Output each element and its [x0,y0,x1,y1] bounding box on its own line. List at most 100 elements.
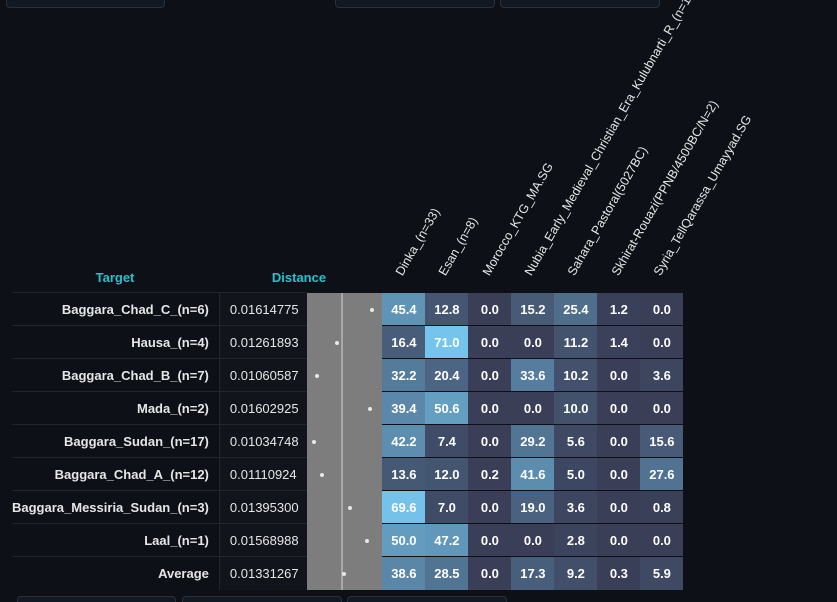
table-row: Baggara_Sudan_(n=17) 0.01034748 42.2 7.4 0.0… [12,424,684,458]
value-cell: 0.0 [597,358,641,392]
row-distance: 0.01602925 [218,391,308,425]
row-name: Laal_(n=1) [12,523,220,557]
value-cell: 2.8 [554,523,598,557]
value-cell: 38.6 [382,556,426,590]
row-distance: 0.01395300 [218,490,308,524]
column-header: Dinka_(n=33) [392,205,443,278]
row-name: Baggara_Chad_A_(n=12) [12,457,220,491]
value-cell: 12.0 [425,457,469,491]
average-line [341,490,344,524]
value-cell: 15.6 [640,424,684,458]
distance-plot-cell [307,391,383,425]
value-cell: 17.3 [511,556,555,590]
row-name: Hausa_(n=4) [12,325,220,359]
distance-header: Distance [271,270,327,285]
row-name: Average [12,556,220,590]
value-cell: 0.0 [468,424,512,458]
row-distance: 0.01331267 [218,556,308,590]
value-cell: 0.3 [597,556,641,590]
value-cell: 25.4 [554,292,598,326]
column-header: Morocco_KTG_MA.SG [479,160,556,278]
table-row: Laal_(n=1) 0.01568988 50.0 47.2 0.0 0.0 2.8 0.0… [12,523,684,557]
average-line [341,358,344,392]
value-cell: 0.0 [468,523,512,557]
value-cell: 19.0 [511,490,555,524]
value-cell: 0.0 [640,325,684,359]
bottom-button-1[interactable] [17,596,176,602]
distance-table: Baggara_Chad_C_(n=6) 0.01614775 45.4 12.8 0.… [12,292,684,590]
table-row: Mada_(n=2) 0.01602925 39.4 50.6 0.0 0.0 10.0 0.… [12,391,684,425]
value-cell: 69.6 [382,490,426,524]
top-button-3[interactable] [500,0,660,8]
value-cell: 0.0 [597,424,641,458]
value-cell: 32.2 [382,358,426,392]
table-row: Baggara_Chad_B_(n=7) 0.01060587 32.2 20.4 0.… [12,358,684,392]
row-name: Baggara_Messiria_Sudan_(n=3) [12,490,220,524]
bottom-button-3[interactable] [347,596,507,602]
value-cell: 0.0 [511,523,555,557]
value-cell: 39.4 [382,391,426,425]
value-cell: 3.6 [640,358,684,392]
row-distance: 0.01034748 [218,424,308,458]
value-cell: 0.0 [597,391,641,425]
value-cell: 33.6 [511,358,555,392]
value-cell: 71.0 [425,325,469,359]
value-cell: 7.0 [425,490,469,524]
average-line [341,424,344,458]
value-cell: 27.6 [640,457,684,491]
value-cell: 0.0 [468,490,512,524]
distance-dot [368,406,373,411]
value-cell: 28.5 [425,556,469,590]
distance-plot-cell [307,292,383,326]
value-cell: 0.0 [468,358,512,392]
distance-plot-cell [307,490,383,524]
distance-dot [320,472,325,477]
row-name: Baggara_Chad_C_(n=6) [12,292,220,326]
distance-dot [348,505,353,510]
value-cell: 0.0 [640,391,684,425]
value-cell: 0.0 [468,325,512,359]
value-cell: 0.0 [468,391,512,425]
top-button-1[interactable] [6,0,165,8]
value-cell: 47.2 [425,523,469,557]
target-header: Target [95,270,135,285]
value-cell: 45.4 [382,292,426,326]
value-cell: 0.0 [640,523,684,557]
value-cell: 0.0 [597,523,641,557]
value-cell: 11.2 [554,325,598,359]
value-cell: 29.2 [511,424,555,458]
value-cell: 0.8 [640,490,684,524]
distance-dot [370,307,375,312]
table-row: Hausa_(n=4) 0.01261893 16.4 71.0 0.0 0.0 11.2 1… [12,325,684,359]
value-cell: 3.6 [554,490,598,524]
value-cell: 1.2 [597,292,641,326]
column-header: Esan_(n=8) [435,214,481,278]
row-distance: 0.01614775 [218,292,308,326]
distance-dot [342,571,347,576]
distance-dot [312,439,317,444]
row-distance: 0.01060587 [218,358,308,392]
distance-plot-cell [307,424,383,458]
value-cell: 50.6 [425,391,469,425]
distance-plot-cell [307,457,383,491]
value-cell: 0.0 [597,490,641,524]
value-cell: 20.4 [425,358,469,392]
row-name: Mada_(n=2) [12,391,220,425]
value-cell: 7.4 [425,424,469,458]
top-button-2[interactable] [335,0,495,8]
column-header: Sahara_Pastoral(5027BC) [564,144,651,278]
row-name: Baggara_Chad_B_(n=7) [12,358,220,392]
distance-dot [315,373,320,378]
value-cell: 9.2 [554,556,598,590]
bottom-button-2[interactable] [182,596,342,602]
average-line [341,391,344,425]
table-row: Baggara_Messiria_Sudan_(n=3) 0.01395300 69… [12,490,684,524]
value-cell: 0.0 [468,292,512,326]
distance-plot-cell [307,358,383,392]
average-line [341,325,344,359]
table-row: Baggara_Chad_A_(n=12) 0.01110924 13.6 12.0 0… [12,457,684,491]
row-distance: 0.01261893 [218,325,308,359]
row-distance: 0.01568988 [218,523,308,557]
row-name: Baggara_Sudan_(n=17) [12,424,220,458]
distance-plot-cell [307,325,383,359]
